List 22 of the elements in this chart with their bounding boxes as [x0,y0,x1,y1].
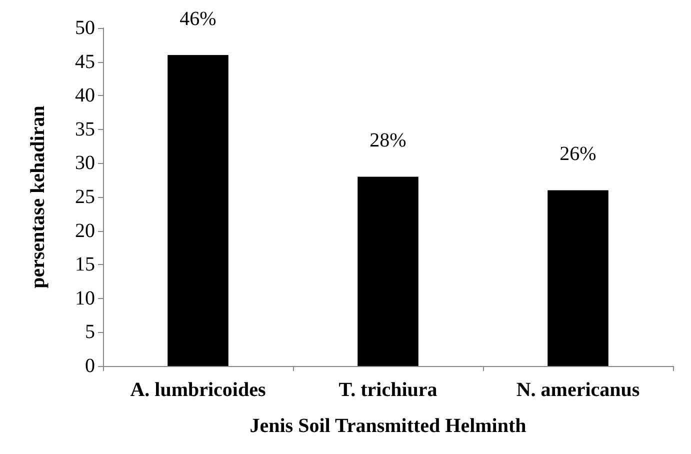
x-tick-label: N. americanus [516,379,640,401]
y-axis-title: persentase kehadiran [27,106,49,288]
y-tick-label: 20 [75,220,95,242]
data-label: 26% [560,143,596,166]
y-tick-label: 35 [75,118,95,140]
y-tick-label: 10 [75,287,95,310]
data-label: 28% [370,130,406,152]
y-tick-label: 50 [75,17,95,39]
data-label: 46% [180,8,216,30]
y-tick-label: 40 [75,84,95,107]
bar [168,55,228,366]
y-tick-label: 30 [75,152,95,174]
bar [548,190,608,366]
y-tick-label: 25 [75,186,95,208]
y-tick-label: 15 [75,254,95,276]
bar [358,176,418,366]
y-tick-label: 0 [85,355,95,377]
y-tick-label: 5 [85,321,95,344]
x-axis-title: Jenis Soil Transmitted Helminth [250,415,526,437]
y-tick-label: 45 [75,50,95,73]
x-tick-label: A. lumbricoides [130,379,266,401]
x-tick-label: T. trichiura [338,379,438,401]
